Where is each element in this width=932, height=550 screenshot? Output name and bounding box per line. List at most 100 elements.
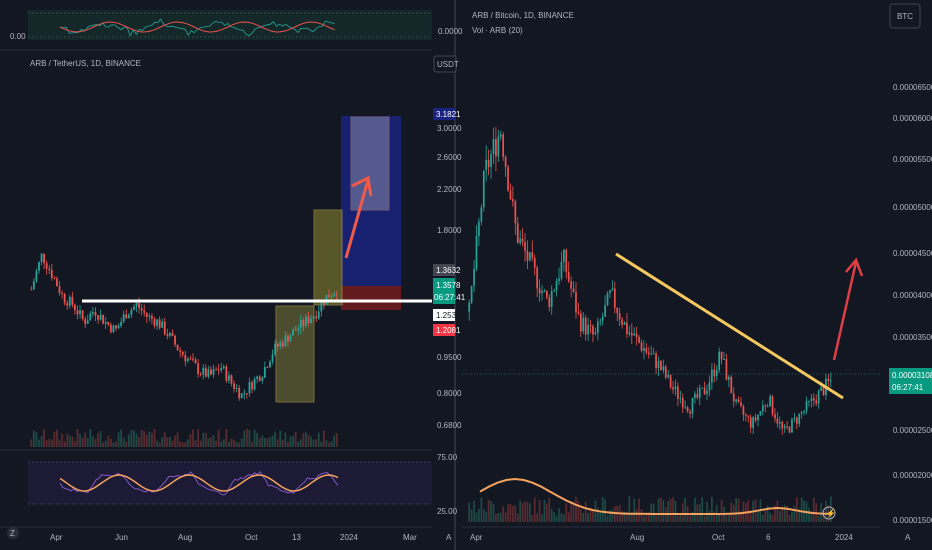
candle [63,294,66,303]
right-tick: 0.00005500 [893,155,932,164]
candle [516,223,519,243]
volume-bar [330,441,333,447]
volume-bar [289,436,292,447]
candle [543,290,546,292]
volume-bar [322,430,325,447]
candle [633,333,636,336]
volume-bar [526,501,529,522]
right-chart: ARB / Bitcoin, 1D, BINANCE Vol · ARB (20… [462,3,932,542]
candle [138,303,140,309]
candle [728,376,730,380]
volume-bar [776,500,779,522]
candle [40,253,43,262]
volume-bar [245,428,248,447]
volume-bar [735,498,737,522]
candle [166,334,169,336]
candle [470,285,473,303]
volume-bar [215,440,217,447]
candle [601,316,604,321]
volume-bar [492,504,495,522]
volume-bar [579,509,582,522]
left-x-tick: 2024 [340,533,358,542]
candle [817,390,820,404]
volume-bar [543,499,546,522]
left-x-tick: Oct [245,533,258,542]
usdt-button[interactable] [433,55,457,73]
candle [778,422,781,424]
volume-bar [810,511,813,522]
candle [720,351,723,360]
candle [691,397,694,414]
volume-bar [478,509,480,522]
volume-bar [635,509,638,522]
candle [808,400,810,402]
candle [274,343,277,355]
volume-bar [89,428,92,447]
volume-bar [599,512,602,522]
candle [798,413,801,424]
candle [120,321,123,326]
lightning-icon[interactable] [822,506,836,520]
volume-bar [312,439,315,447]
volume-bar [662,500,665,522]
volume-bar [199,440,202,447]
logo-icon[interactable] [7,527,19,539]
volume-bar [117,432,120,447]
btc-button[interactable] [889,3,921,29]
candle [287,335,289,342]
volume-bar [584,501,587,522]
volume-bar [335,433,338,447]
volume-bar [320,441,323,447]
volume-bar [210,437,212,447]
candle [253,378,256,390]
volume-bar [133,430,135,447]
candle [613,288,616,308]
candle [771,396,774,415]
up-arrow-left-head [351,175,373,197]
candle [215,369,217,371]
candle [795,417,798,424]
candle [630,332,633,336]
top-oscillator [59,18,335,37]
volume-bar [718,514,721,522]
volume-bar [708,510,711,522]
candle [156,319,158,326]
candle [521,238,524,243]
volume-bar [657,498,660,522]
volume-bar [502,506,505,522]
candle [531,252,534,258]
left-tick: 0.9500 [437,353,462,362]
volume-bar [161,437,164,447]
candle [606,293,609,305]
candle [68,296,71,306]
candle [655,353,657,369]
volume-bar [43,429,46,447]
candle [752,417,754,428]
candle [546,290,548,298]
candle [558,278,560,282]
volume-bar [125,441,128,447]
volume-bar [166,437,169,447]
volume-bar [284,432,287,447]
volume-bar [800,497,803,522]
volume-bar [521,502,524,522]
candle [220,368,223,371]
volume-bar [32,430,35,447]
usdt-label: USDT [437,60,459,69]
candle [222,366,225,369]
volume-bar [626,512,628,522]
left-x-tick: Aug [178,533,192,542]
candle [793,417,796,419]
candle [711,369,713,383]
left-chart-title: ARB / TetherUS, 1D, BINANCE [30,59,141,68]
rsi-line [59,471,339,496]
candle [130,309,133,315]
volume-bar [536,513,539,522]
volume-bar [225,429,228,447]
candle [289,335,292,342]
volume-bar [482,509,485,522]
candle [694,393,696,398]
candle [176,344,179,351]
volume-bar [778,511,781,522]
volume-bar [645,513,648,522]
